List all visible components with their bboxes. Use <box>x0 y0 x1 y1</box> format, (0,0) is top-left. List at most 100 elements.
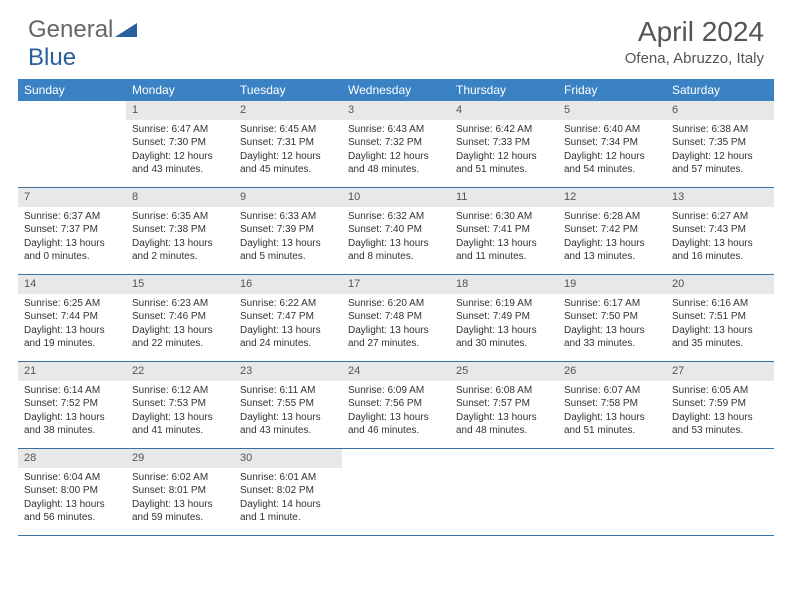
sunset-text: Sunset: 7:37 PM <box>24 223 120 237</box>
daylight-text: Daylight: 13 hours and 5 minutes. <box>240 237 336 264</box>
sunset-text: Sunset: 7:53 PM <box>132 397 228 411</box>
sunrise-text: Sunrise: 6:33 AM <box>240 210 336 224</box>
calendar-location: Ofena, Abruzzo, Italy <box>625 50 764 67</box>
day-body: Sunrise: 6:07 AMSunset: 7:58 PMDaylight:… <box>558 381 666 442</box>
day-body: Sunrise: 6:38 AMSunset: 7:35 PMDaylight:… <box>666 120 774 181</box>
sunset-text: Sunset: 7:57 PM <box>456 397 552 411</box>
sunrise-text: Sunrise: 6:23 AM <box>132 297 228 311</box>
day-number: 4 <box>450 101 558 120</box>
day-body: Sunrise: 6:43 AMSunset: 7:32 PMDaylight:… <box>342 120 450 181</box>
sunset-text: Sunset: 7:40 PM <box>348 223 444 237</box>
sunrise-text: Sunrise: 6:45 AM <box>240 123 336 137</box>
week-row: 21 Sunrise: 6:14 AMSunset: 7:52 PM Dayligh… <box>18 362 774 449</box>
sunset-text: Sunset: 7:59 PM <box>672 397 768 411</box>
day-body: Sunrise: 6:40 AMSunset: 7:34 PMDaylight:… <box>558 120 666 181</box>
empty-day <box>450 449 558 509</box>
sunrise-text: Sunrise: 6:19 AM <box>456 297 552 311</box>
day-body: Sunrise: 6:37 AMSunset: 7:37 PMDaylight:… <box>18 207 126 268</box>
day-body: Sunrise: 6:25 AMSunset: 7:44 PMDaylight:… <box>18 294 126 355</box>
sunset-text: Sunset: 7:33 PM <box>456 136 552 150</box>
day-body: Sunrise: 6:27 AMSunset: 7:43 PMDaylight:… <box>666 207 774 268</box>
daylight-text: Daylight: 13 hours and 43 minutes. <box>240 411 336 438</box>
day-number: 6 <box>666 101 774 120</box>
day-body: Sunrise: 6:22 AMSunset: 7:47 PMDaylight:… <box>234 294 342 355</box>
day-number: 23 <box>234 362 342 381</box>
sunrise-text: Sunrise: 6:38 AM <box>672 123 768 137</box>
weekday-header: Wednesday <box>342 79 450 101</box>
logo: General <box>28 16 137 44</box>
day-cell: 7Sunrise: 6:37 AMSunset: 7:37 PMDaylight… <box>18 188 126 274</box>
daylight-text: Daylight: 13 hours and 11 minutes. <box>456 237 552 264</box>
sunrise-text: Sunrise: 6:37 AM <box>24 210 120 224</box>
day-cell: 10Sunrise: 6:32 AMSunset: 7:40 PMDayligh… <box>342 188 450 274</box>
daylight-text: Daylight: 13 hours and 13 minutes. <box>564 237 660 264</box>
day-number: 25 <box>450 362 558 381</box>
daylight-text: Daylight: 13 hours and 48 minutes. <box>456 411 552 438</box>
day-number: 10 <box>342 188 450 207</box>
day-cell: 5Sunrise: 6:40 AMSunset: 7:34 PMDaylight… <box>558 101 666 187</box>
sunrise-text: Sunrise: 6:02 AM <box>132 471 228 485</box>
sunrise-text: Sunrise: 6:42 AM <box>456 123 552 137</box>
day-number: 15 <box>126 275 234 294</box>
daylight-text: Daylight: 13 hours and 53 minutes. <box>672 411 768 438</box>
sunset-text: Sunset: 8:00 PM <box>24 484 120 498</box>
sunset-text: Sunset: 7:56 PM <box>348 397 444 411</box>
sunset-text: Sunset: 7:51 PM <box>672 310 768 324</box>
sunrise-text: Sunrise: 6:17 AM <box>564 297 660 311</box>
page-header: General April 2024 Ofena, Abruzzo, Italy <box>0 0 792 71</box>
daylight-text: Daylight: 13 hours and 27 minutes. <box>348 324 444 351</box>
sunrise-text: Sunrise: 6:07 AM <box>564 384 660 398</box>
daylight-text: Daylight: 13 hours and 8 minutes. <box>348 237 444 264</box>
day-cell: 24Sunrise: 6:09 AMSunset: 7:56 PMDayligh… <box>342 362 450 448</box>
sunrise-text: Sunrise: 6:27 AM <box>672 210 768 224</box>
sunset-text: Sunset: 7:30 PM <box>132 136 228 150</box>
day-cell: 18Sunrise: 6:19 AMSunset: 7:49 PMDayligh… <box>450 275 558 361</box>
calendar-title: April 2024 <box>625 16 764 48</box>
day-body: Sunrise: 6:33 AMSunset: 7:39 PMDaylight:… <box>234 207 342 268</box>
day-body: Sunrise: 6:05 AMSunset: 7:59 PMDaylight:… <box>666 381 774 442</box>
day-body: Sunrise: 6:19 AMSunset: 7:49 PMDaylight:… <box>450 294 558 355</box>
day-cell: 16Sunrise: 6:22 AMSunset: 7:47 PMDayligh… <box>234 275 342 361</box>
day-cell <box>342 449 450 535</box>
day-number: 11 <box>450 188 558 207</box>
sunrise-text: Sunrise: 6:14 AM <box>24 384 120 398</box>
day-cell <box>450 449 558 535</box>
day-body: Sunrise: 6:47 AMSunset: 7:30 PMDaylight:… <box>126 120 234 181</box>
sunrise-text: Sunrise: 6:05 AM <box>672 384 768 398</box>
week-row: 1Sunrise: 6:47 AMSunset: 7:30 PMDaylight… <box>18 101 774 188</box>
day-number: 5 <box>558 101 666 120</box>
day-cell: 3Sunrise: 6:43 AMSunset: 7:32 PMDaylight… <box>342 101 450 187</box>
day-cell: 6Sunrise: 6:38 AMSunset: 7:35 PMDaylight… <box>666 101 774 187</box>
sunset-text: Sunset: 7:31 PM <box>240 136 336 150</box>
daylight-text: Daylight: 13 hours and 24 minutes. <box>240 324 336 351</box>
day-number: 21 <box>18 362 126 381</box>
day-body: Sunrise: 6:42 AMSunset: 7:33 PMDaylight:… <box>450 120 558 181</box>
sunrise-text: Sunrise: 6:08 AM <box>456 384 552 398</box>
daylight-text: Daylight: 13 hours and 41 minutes. <box>132 411 228 438</box>
sunset-text: Sunset: 7:49 PM <box>456 310 552 324</box>
sunset-text: Sunset: 7:55 PM <box>240 397 336 411</box>
sunset-text: Sunset: 7:50 PM <box>564 310 660 324</box>
day-number: 2 <box>234 101 342 120</box>
day-body: Sunrise: 6:04 AMSunset: 8:00 PMDaylight:… <box>18 468 126 529</box>
sunrise-text: Sunrise: 6:12 AM <box>132 384 228 398</box>
day-cell: 21Sunrise: 6:14 AMSunset: 7:52 PMDayligh… <box>18 362 126 448</box>
sunset-text: Sunset: 7:52 PM <box>24 397 120 411</box>
day-number: 16 <box>234 275 342 294</box>
sunset-text: Sunset: 7:32 PM <box>348 136 444 150</box>
sunset-text: Sunset: 7:58 PM <box>564 397 660 411</box>
day-number: 13 <box>666 188 774 207</box>
day-body: Sunrise: 6:16 AMSunset: 7:51 PMDaylight:… <box>666 294 774 355</box>
daylight-text: Daylight: 12 hours and 54 minutes. <box>564 150 660 177</box>
logo-text-blue: Blue <box>28 44 76 72</box>
daylight-text: Daylight: 13 hours and 56 minutes. <box>24 498 120 525</box>
day-body: Sunrise: 6:23 AMSunset: 7:46 PMDaylight:… <box>126 294 234 355</box>
day-body: Sunrise: 6:20 AMSunset: 7:48 PMDaylight:… <box>342 294 450 355</box>
daylight-text: Daylight: 13 hours and 33 minutes. <box>564 324 660 351</box>
daylight-text: Daylight: 13 hours and 0 minutes. <box>24 237 120 264</box>
daylight-text: Daylight: 13 hours and 19 minutes. <box>24 324 120 351</box>
day-cell: 2Sunrise: 6:45 AMSunset: 7:31 PMDaylight… <box>234 101 342 187</box>
day-cell <box>18 101 126 187</box>
daylight-text: Daylight: 12 hours and 57 minutes. <box>672 150 768 177</box>
day-body: Sunrise: 6:01 AMSunset: 8:02 PMDaylight:… <box>234 468 342 529</box>
